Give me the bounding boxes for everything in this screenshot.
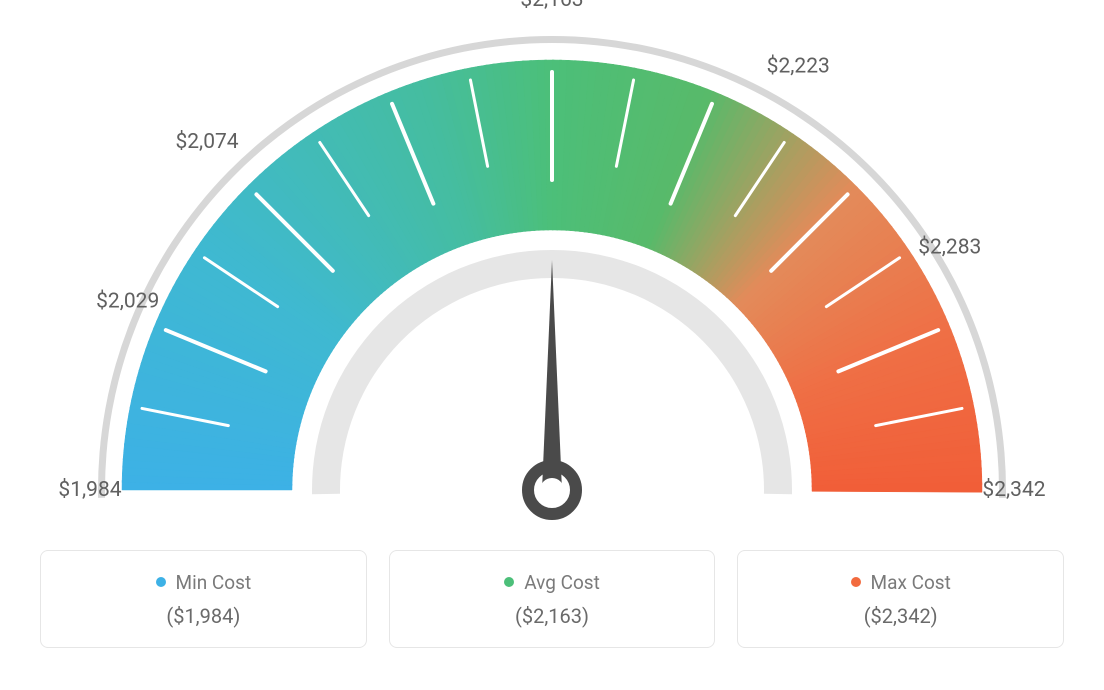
min-cost-card: Min Cost ($1,984): [40, 550, 367, 648]
avg-cost-value: ($2,163): [515, 604, 589, 628]
min-dot-icon: [156, 577, 166, 587]
max-cost-label: Max Cost: [871, 571, 951, 594]
max-dot-icon: [851, 577, 861, 587]
summary-cards: Min Cost ($1,984) Avg Cost ($2,163) Max …: [40, 550, 1064, 648]
gauge-tick-label: $1,984: [58, 478, 121, 502]
avg-dot-icon: [504, 577, 514, 587]
gauge-tick-label: $2,223: [767, 54, 830, 78]
min-cost-label: Min Cost: [176, 571, 252, 594]
avg-cost-card: Avg Cost ($2,163): [389, 550, 716, 648]
avg-cost-label: Avg Cost: [524, 571, 600, 594]
gauge-tick-label: $2,342: [982, 478, 1045, 502]
gauge-svg: $1,984$2,029$2,074$2,163$2,223$2,283$2,3…: [40, 20, 1064, 540]
min-cost-value: ($1,984): [166, 604, 240, 628]
gauge-needle-hub-inner: [540, 478, 564, 502]
gauge-needle: [542, 260, 562, 490]
gauge-tick-label: $2,029: [96, 289, 159, 313]
gauge-tick-label: $2,074: [175, 130, 238, 154]
gauge-tick-label: $2,283: [918, 235, 981, 259]
gauge: $1,984$2,029$2,074$2,163$2,223$2,283$2,3…: [40, 20, 1064, 540]
max-cost-value: ($2,342): [864, 604, 938, 628]
avg-cost-title: Avg Cost: [504, 571, 600, 594]
gauge-tick-label: $2,163: [520, 0, 583, 12]
max-cost-card: Max Cost ($2,342): [737, 550, 1064, 648]
max-cost-title: Max Cost: [851, 571, 951, 594]
chart-container: $1,984 $2,029 $2,074 $2,163 $2,223 $2,283 $2,3…: [0, 0, 1104, 690]
min-cost-title: Min Cost: [156, 571, 252, 594]
